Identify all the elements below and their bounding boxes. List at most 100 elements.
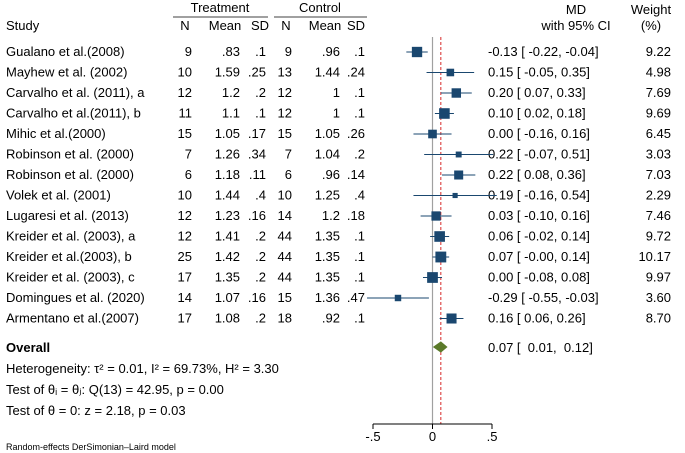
md-ci-text: 0.20 [ 0.07, 0.33] [488,85,586,100]
mean-control: 1.44 [315,65,340,80]
sd-treatment: .2 [255,270,266,285]
n-control: 12 [278,106,292,121]
n-control: 10 [278,188,292,203]
study-name: Mayhew et al. (2002) [6,65,127,80]
sd-control: .18 [347,208,365,223]
mean-treatment: 1.18 [215,167,240,182]
md-ci-text: 0.22 [ 0.08, 0.36] [488,167,586,182]
weight-text: 7.46 [646,208,671,223]
md-ci-text: 0.19 [ -0.16, 0.54] [488,188,590,203]
x-tick-label: .5 [487,429,498,444]
x-axis: -.5 0 .5 [365,423,498,444]
effect-marker [439,108,450,119]
mean-control: 1.36 [315,290,340,305]
mean-treatment: 1.2 [222,85,240,100]
mean-control: .96 [322,44,340,59]
mean-treatment: 1.08 [215,311,240,326]
study-name: Kreider et al.(2003), b [6,249,132,264]
mean-control: 1.35 [315,249,340,264]
n-control: 6 [285,167,292,182]
effect-marker [455,151,462,158]
weight-text: 9.22 [646,44,671,59]
study-name: Domingues et al. (2020) [6,290,145,305]
n-control: 9 [285,44,292,59]
mean-control: .92 [322,311,340,326]
n-treatment: 17 [178,311,192,326]
mean-treatment: 1.41 [215,229,240,244]
mean-treatment: 1.59 [215,65,240,80]
n-control: 15 [278,290,292,305]
study-name: Kreider et al. (2003), a [6,229,136,244]
n-control: 18 [278,311,292,326]
effect-marker [427,272,438,283]
effect-marker [446,68,455,77]
x-tick-label: -.5 [365,429,380,444]
table-row: Robinson et al. (2000) 6 1.18 .11 6 .96 .14 0.2… [6,167,671,182]
md-ci-text: 0.00 [ -0.16, 0.16] [488,126,590,141]
header-mean-treatment: Mean [209,18,242,33]
weight-text: 7.69 [646,85,671,100]
sd-control: .26 [347,126,365,141]
n-treatment: 15 [178,126,192,141]
n-treatment: 7 [185,147,192,162]
x-tick-label: 0 [429,429,436,444]
header-md-ci: with 95% CI [540,18,610,33]
mean-treatment: 1.26 [215,147,240,162]
sd-control: .4 [354,188,365,203]
mean-control: 1.35 [315,229,340,244]
sd-treatment: .17 [248,126,266,141]
study-name: Volek et al. (2001) [6,188,111,203]
n-treatment: 11 [179,106,193,121]
study-name: Carvalho et al. (2011), a [6,85,145,100]
n-control: 44 [278,229,292,244]
header-control: Control [299,0,341,15]
sd-treatment: .25 [248,65,266,80]
sd-control: .2 [354,147,365,162]
header-n-control: N [281,18,290,33]
effect-marker [394,294,402,302]
effect-marker [411,46,423,58]
study-name: Kreider et al. (2003), c [6,270,135,285]
header-study: Study [6,18,40,33]
table-row: Carvalho et al. (2011), a 12 1.2 .2 12 1 .1 0.2… [6,85,671,100]
mean-control: 1.05 [315,126,340,141]
sd-control: .47 [347,290,365,305]
md-ci-text: 0.22 [ -0.07, 0.51] [488,147,590,162]
effect-marker [451,88,462,98]
sd-control: .14 [347,167,365,182]
sd-treatment: .11 [249,167,266,182]
table-row: Kreider et al.(2003), b 25 1.42 .2 44 1.35 .1 0… [6,249,671,264]
n-treatment: 10 [178,65,192,80]
table-row: Mayhew et al. (2002) 10 1.59 .25 13 1.44 .24 0.… [6,65,671,80]
header-weight-pct: (%) [641,18,661,33]
header-sd-control: SD [347,18,365,33]
sd-treatment: .2 [255,229,266,244]
md-ci-text: -0.29 [ -0.55, -0.03] [488,290,599,305]
study-name: Robinson et al. (2000) [6,167,134,182]
study-rows: Gualano et al.(2008) 9 .83 .1 9 .96 .1 -0.13 [ … [6,44,671,326]
mean-treatment: 1.05 [215,126,240,141]
effect-marker [435,251,447,263]
mean-treatment: 1.1 [222,106,240,121]
n-treatment: 12 [178,229,192,244]
table-row: Lugaresi et al. (2013) 12 1.23 .16 14 1.2 .18 0… [6,208,671,223]
md-ci-text: 0.16 [ 0.06, 0.26] [488,311,586,326]
mean-control: 1 [333,106,340,121]
md-ci-text: 0.06 [ -0.02, 0.14] [488,229,590,244]
mean-control: 1.35 [315,270,340,285]
weight-text: 7.03 [646,167,671,182]
overall-diamond [432,341,448,353]
n-control: 44 [278,249,292,264]
n-treatment: 12 [178,208,192,223]
test-theta-0-stat: Test of θ = 0: z = 2.18, p = 0.03 [6,403,186,418]
sd-control: .24 [347,65,365,80]
sd-control: .1 [354,249,365,264]
md-ci-text: 0.15 [ -0.05, 0.35] [488,65,590,80]
sd-treatment: .16 [248,290,266,305]
model-note: Random-effects DerSimonian–Laird model [6,442,176,452]
effect-marker [454,170,464,180]
weight-text: 9.72 [646,229,671,244]
sd-control: .1 [354,270,365,285]
md-ci-text: 0.03 [ -0.10, 0.16] [488,208,590,223]
mean-treatment: 1.35 [215,270,240,285]
